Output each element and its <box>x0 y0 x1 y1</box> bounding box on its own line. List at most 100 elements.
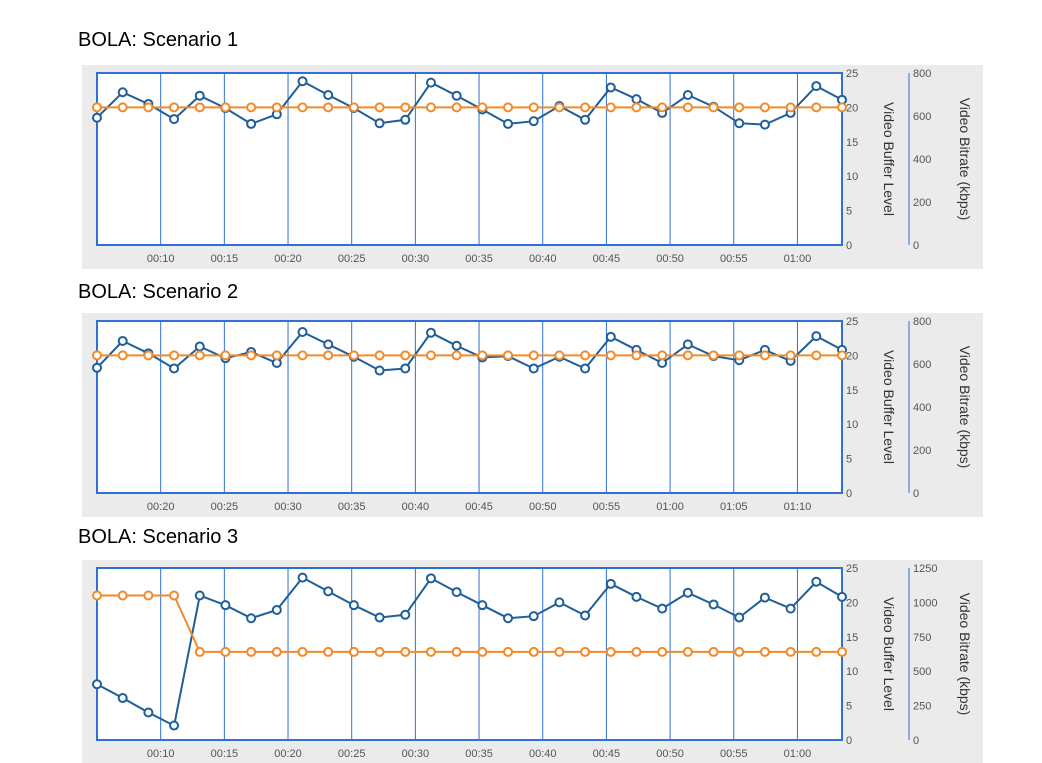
data-point-bitrate <box>169 102 180 113</box>
bitrate-axis-tick: 600 <box>913 359 931 371</box>
data-point-bitrate <box>194 102 205 113</box>
data-point-buffer <box>682 339 693 350</box>
data-point-buffer <box>169 363 180 374</box>
data-point-buffer <box>631 94 642 105</box>
bitrate-axis-tick: 1250 <box>913 563 937 575</box>
data-point-buffer <box>631 591 642 602</box>
data-point-bitrate <box>117 590 128 601</box>
data-point-bitrate <box>708 646 719 657</box>
data-point-buffer <box>811 81 822 92</box>
data-point-buffer <box>220 600 231 611</box>
data-point-bitrate <box>734 102 745 113</box>
x-tick-label: 00:40 <box>402 501 430 513</box>
bitrate-axis-tick: 0 <box>913 735 919 747</box>
bitrate-axis-tick: 0 <box>913 240 919 252</box>
bitrate-axis-tick: 250 <box>913 701 931 713</box>
data-point-buffer <box>759 592 770 603</box>
x-tick-label: 00:45 <box>593 748 621 760</box>
data-point-bitrate <box>451 350 462 361</box>
data-point-bitrate <box>194 646 205 657</box>
data-point-bitrate <box>554 350 565 361</box>
buffer-axis-tick: 15 <box>846 137 858 149</box>
data-point-bitrate <box>425 350 436 361</box>
data-point-buffer <box>657 603 668 614</box>
x-tick-label: 00:20 <box>274 253 302 265</box>
data-point-buffer <box>759 119 770 130</box>
data-point-buffer <box>143 707 154 718</box>
chart-panel-3: 00:10 00:15 00:20 00:25 00:30 00:35 00:40 00:45… <box>82 560 983 763</box>
buffer-axis-tick: 10 <box>846 171 858 183</box>
data-point-bitrate <box>605 646 616 657</box>
x-tick-label: 00:20 <box>147 501 175 513</box>
data-point-buffer <box>503 118 514 129</box>
data-point-bitrate <box>503 646 514 657</box>
data-point-bitrate <box>528 102 539 113</box>
data-point-bitrate <box>348 350 359 361</box>
x-tick-label: 00:25 <box>338 748 366 760</box>
data-point-bitrate <box>682 350 693 361</box>
data-point-bitrate <box>194 350 205 361</box>
data-point-bitrate <box>580 350 591 361</box>
data-point-buffer <box>605 82 616 93</box>
buffer-axis-tick: 0 <box>846 735 852 747</box>
data-point-bitrate <box>169 590 180 601</box>
data-point-bitrate <box>425 646 436 657</box>
x-tick-label: 01:00 <box>784 253 812 265</box>
data-point-bitrate <box>477 646 488 657</box>
data-point-buffer <box>92 112 102 123</box>
data-point-bitrate <box>92 102 102 113</box>
data-point-buffer <box>297 76 308 87</box>
data-point-bitrate <box>400 646 411 657</box>
data-point-buffer <box>374 612 385 623</box>
buffer-axis-title: Video Buffer Level <box>881 350 897 464</box>
data-point-buffer <box>528 116 539 127</box>
data-point-bitrate <box>297 350 308 361</box>
data-point-bitrate <box>220 646 231 657</box>
data-point-bitrate <box>682 102 693 113</box>
buffer-axis-tick: 0 <box>846 240 852 252</box>
data-point-buffer <box>400 363 411 374</box>
buffer-axis-tick: 0 <box>846 488 852 500</box>
data-point-buffer <box>503 613 514 624</box>
data-point-buffer <box>580 610 591 621</box>
data-point-buffer <box>605 578 616 589</box>
data-point-buffer <box>734 612 745 623</box>
data-point-bitrate <box>708 102 719 113</box>
bitrate-axis-tick: 800 <box>913 316 931 328</box>
data-point-buffer <box>605 331 616 342</box>
data-point-bitrate <box>297 646 308 657</box>
data-point-buffer <box>528 611 539 622</box>
data-point-bitrate <box>631 646 642 657</box>
x-tick-label: 01:05 <box>720 501 748 513</box>
data-point-buffer <box>323 586 334 597</box>
data-point-bitrate <box>837 102 847 113</box>
data-point-buffer <box>580 363 591 374</box>
data-point-bitrate <box>92 590 102 601</box>
x-tick-label: 00:15 <box>211 748 239 760</box>
data-point-bitrate <box>580 102 591 113</box>
x-tick-label: 01:00 <box>784 748 812 760</box>
buffer-axis-tick: 20 <box>846 350 858 362</box>
data-point-buffer <box>246 613 257 624</box>
data-point-bitrate <box>297 102 308 113</box>
buffer-axis-tick: 25 <box>846 68 858 80</box>
data-point-buffer <box>400 609 411 620</box>
x-tick-label: 00:50 <box>529 501 557 513</box>
x-tick-label: 00:30 <box>274 501 302 513</box>
buffer-axis-tick: 25 <box>846 563 858 575</box>
chart-title-3: BOLA: Scenario 3 <box>78 526 239 548</box>
data-point-bitrate <box>657 350 668 361</box>
data-point-bitrate <box>323 350 334 361</box>
bitrate-axis-title: Video Bitrate (kbps) <box>957 593 973 716</box>
x-tick-label: 00:55 <box>720 748 748 760</box>
data-point-buffer <box>194 341 205 352</box>
data-point-bitrate <box>348 646 359 657</box>
bitrate-axis-tick: 400 <box>913 154 931 166</box>
data-point-buffer <box>117 335 128 346</box>
data-point-bitrate <box>657 102 668 113</box>
bitrate-axis-tick: 800 <box>913 68 931 80</box>
data-point-bitrate <box>528 350 539 361</box>
chart-panel-2: 00:20 00:25 00:30 00:35 00:40 00:45 00:50 00:55… <box>82 313 983 517</box>
bitrate-axis-tick: 500 <box>913 666 931 678</box>
data-point-buffer <box>297 572 308 583</box>
